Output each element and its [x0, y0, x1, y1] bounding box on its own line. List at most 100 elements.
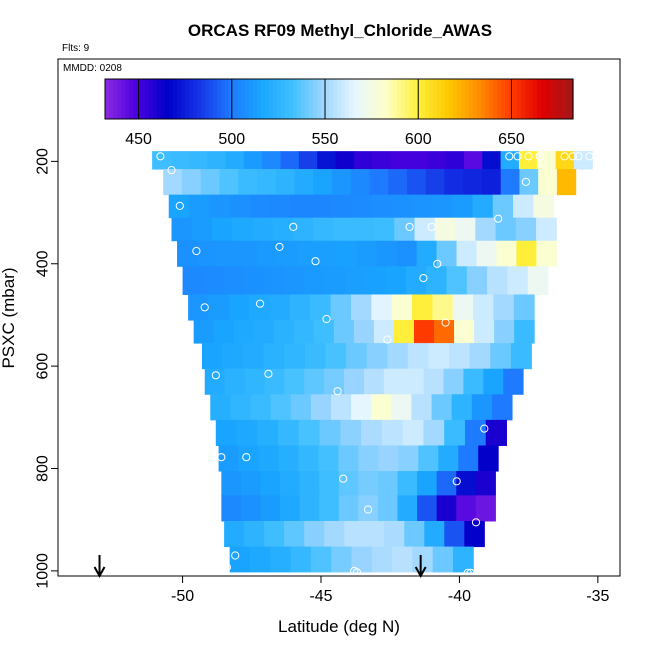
heatmap-cell: [454, 320, 475, 344]
colorbar-swatch: [181, 79, 186, 119]
heatmap-cell: [345, 266, 366, 295]
heatmap-cell: [358, 495, 379, 522]
heatmap-cell: [193, 320, 215, 344]
colorbar-swatch: [129, 79, 134, 119]
colorbar-swatch: [397, 79, 402, 119]
heatmap-cell: [496, 240, 517, 267]
heatmap-cell: [304, 368, 325, 395]
heatmap-cell: [445, 151, 465, 170]
colorbar-swatch: [425, 79, 430, 119]
colorbar-swatch: [241, 79, 246, 119]
heatmap-cell: [378, 445, 399, 472]
heatmap-cell: [427, 151, 447, 170]
heatmap-cell: [353, 320, 375, 344]
heatmap-cell: [373, 320, 395, 344]
heatmap-cell: [260, 495, 281, 522]
heatmap-cell: [350, 169, 370, 196]
heatmap-cell: [385, 266, 407, 295]
sample-point: [568, 152, 578, 161]
heatmap-cell: [252, 217, 274, 242]
colorbar-swatch: [377, 79, 382, 119]
heatmap-cell: [313, 320, 335, 344]
sample-point: [427, 222, 436, 231]
heatmap-cell: [275, 169, 295, 196]
heatmap-cell: [455, 217, 476, 242]
x-axis-label: Latitude (deg N): [278, 617, 400, 636]
heatmap-cell: [418, 445, 439, 472]
colorbar-swatch: [157, 79, 162, 119]
heatmap-cell: [319, 419, 341, 446]
heatmap-cell: [423, 419, 445, 446]
colorbar-swatch: [137, 79, 142, 119]
sample-point: [535, 152, 544, 161]
heatmap-cell: [298, 419, 321, 446]
colorbar-swatch: [249, 79, 254, 119]
heatmap-cell: [514, 320, 535, 344]
heatmap-cell: [293, 320, 315, 344]
flights-note: Flts: 9: [62, 43, 90, 54]
heatmap-cell: [280, 495, 301, 522]
sample-point: [311, 257, 320, 266]
heatmap-cell: [478, 445, 499, 472]
heatmap-cell: [411, 394, 433, 421]
heatmap-cell: [168, 194, 190, 219]
heatmap-cell: [210, 394, 231, 421]
colorbar-swatch: [537, 79, 542, 119]
sample-point: [494, 214, 503, 223]
heatmap-cell: [364, 520, 385, 548]
heatmap-cell: [256, 169, 277, 196]
heatmap-cell: [432, 546, 454, 573]
heatmap-cell: [463, 151, 483, 170]
heatmap-cell: [405, 266, 427, 295]
colorbar-swatch: [561, 79, 566, 119]
sample-point: [333, 387, 342, 396]
heatmap-cell: [188, 294, 209, 321]
colorbar-swatch: [273, 79, 278, 119]
heatmap-cell: [402, 419, 424, 446]
heatmap-cell: [365, 266, 387, 295]
colorbar-swatch: [337, 79, 342, 119]
heatmap-cell: [398, 445, 419, 472]
colorbar-swatch: [373, 79, 378, 119]
heatmap-cell: [170, 151, 190, 170]
heatmap-cell: [340, 419, 362, 446]
colorbar-swatch: [133, 79, 138, 119]
heatmap-cell: [324, 266, 346, 295]
heatmap-cell: [200, 169, 220, 196]
heatmap-cell: [434, 320, 455, 344]
colorbar-swatch: [205, 79, 210, 119]
colorbar-swatch: [149, 79, 154, 119]
colorbar-swatch: [117, 79, 122, 119]
heatmap-cell: [325, 343, 347, 370]
heatmap-cell: [243, 151, 263, 170]
colorbar-swatch: [125, 79, 130, 119]
heatmap-cell: [299, 471, 320, 496]
heatmap-cell: [387, 343, 409, 370]
heatmap-cell: [412, 294, 433, 321]
sample-point: [200, 303, 209, 312]
heatmap-cell: [507, 266, 529, 295]
sample-point: [441, 318, 450, 327]
colorbar-frame: [104, 78, 574, 120]
heatmap-cell: [263, 343, 285, 370]
heatmap-cell: [412, 546, 434, 573]
heatmap-cell: [475, 217, 497, 242]
heatmap-cell: [513, 294, 535, 321]
colorbar-swatch: [477, 79, 482, 119]
heatmap-cell: [346, 343, 368, 370]
colorbar-swatch: [317, 79, 322, 119]
heatmap-cell: [336, 240, 358, 267]
colorbar-swatch: [437, 79, 442, 119]
heatmap-cell: [452, 294, 474, 321]
colorbar-swatch: [405, 79, 410, 119]
heatmap-cell: [384, 520, 405, 548]
colorbar-swatch: [257, 79, 262, 119]
heatmap-cell: [475, 471, 496, 496]
colorbar-swatch: [281, 79, 286, 119]
colorbar-swatch: [469, 79, 474, 119]
heatmap-cell: [310, 394, 332, 421]
heatmap-cell: [243, 343, 265, 370]
heatmap-cell: [182, 266, 204, 295]
heatmap-cell: [495, 217, 517, 242]
